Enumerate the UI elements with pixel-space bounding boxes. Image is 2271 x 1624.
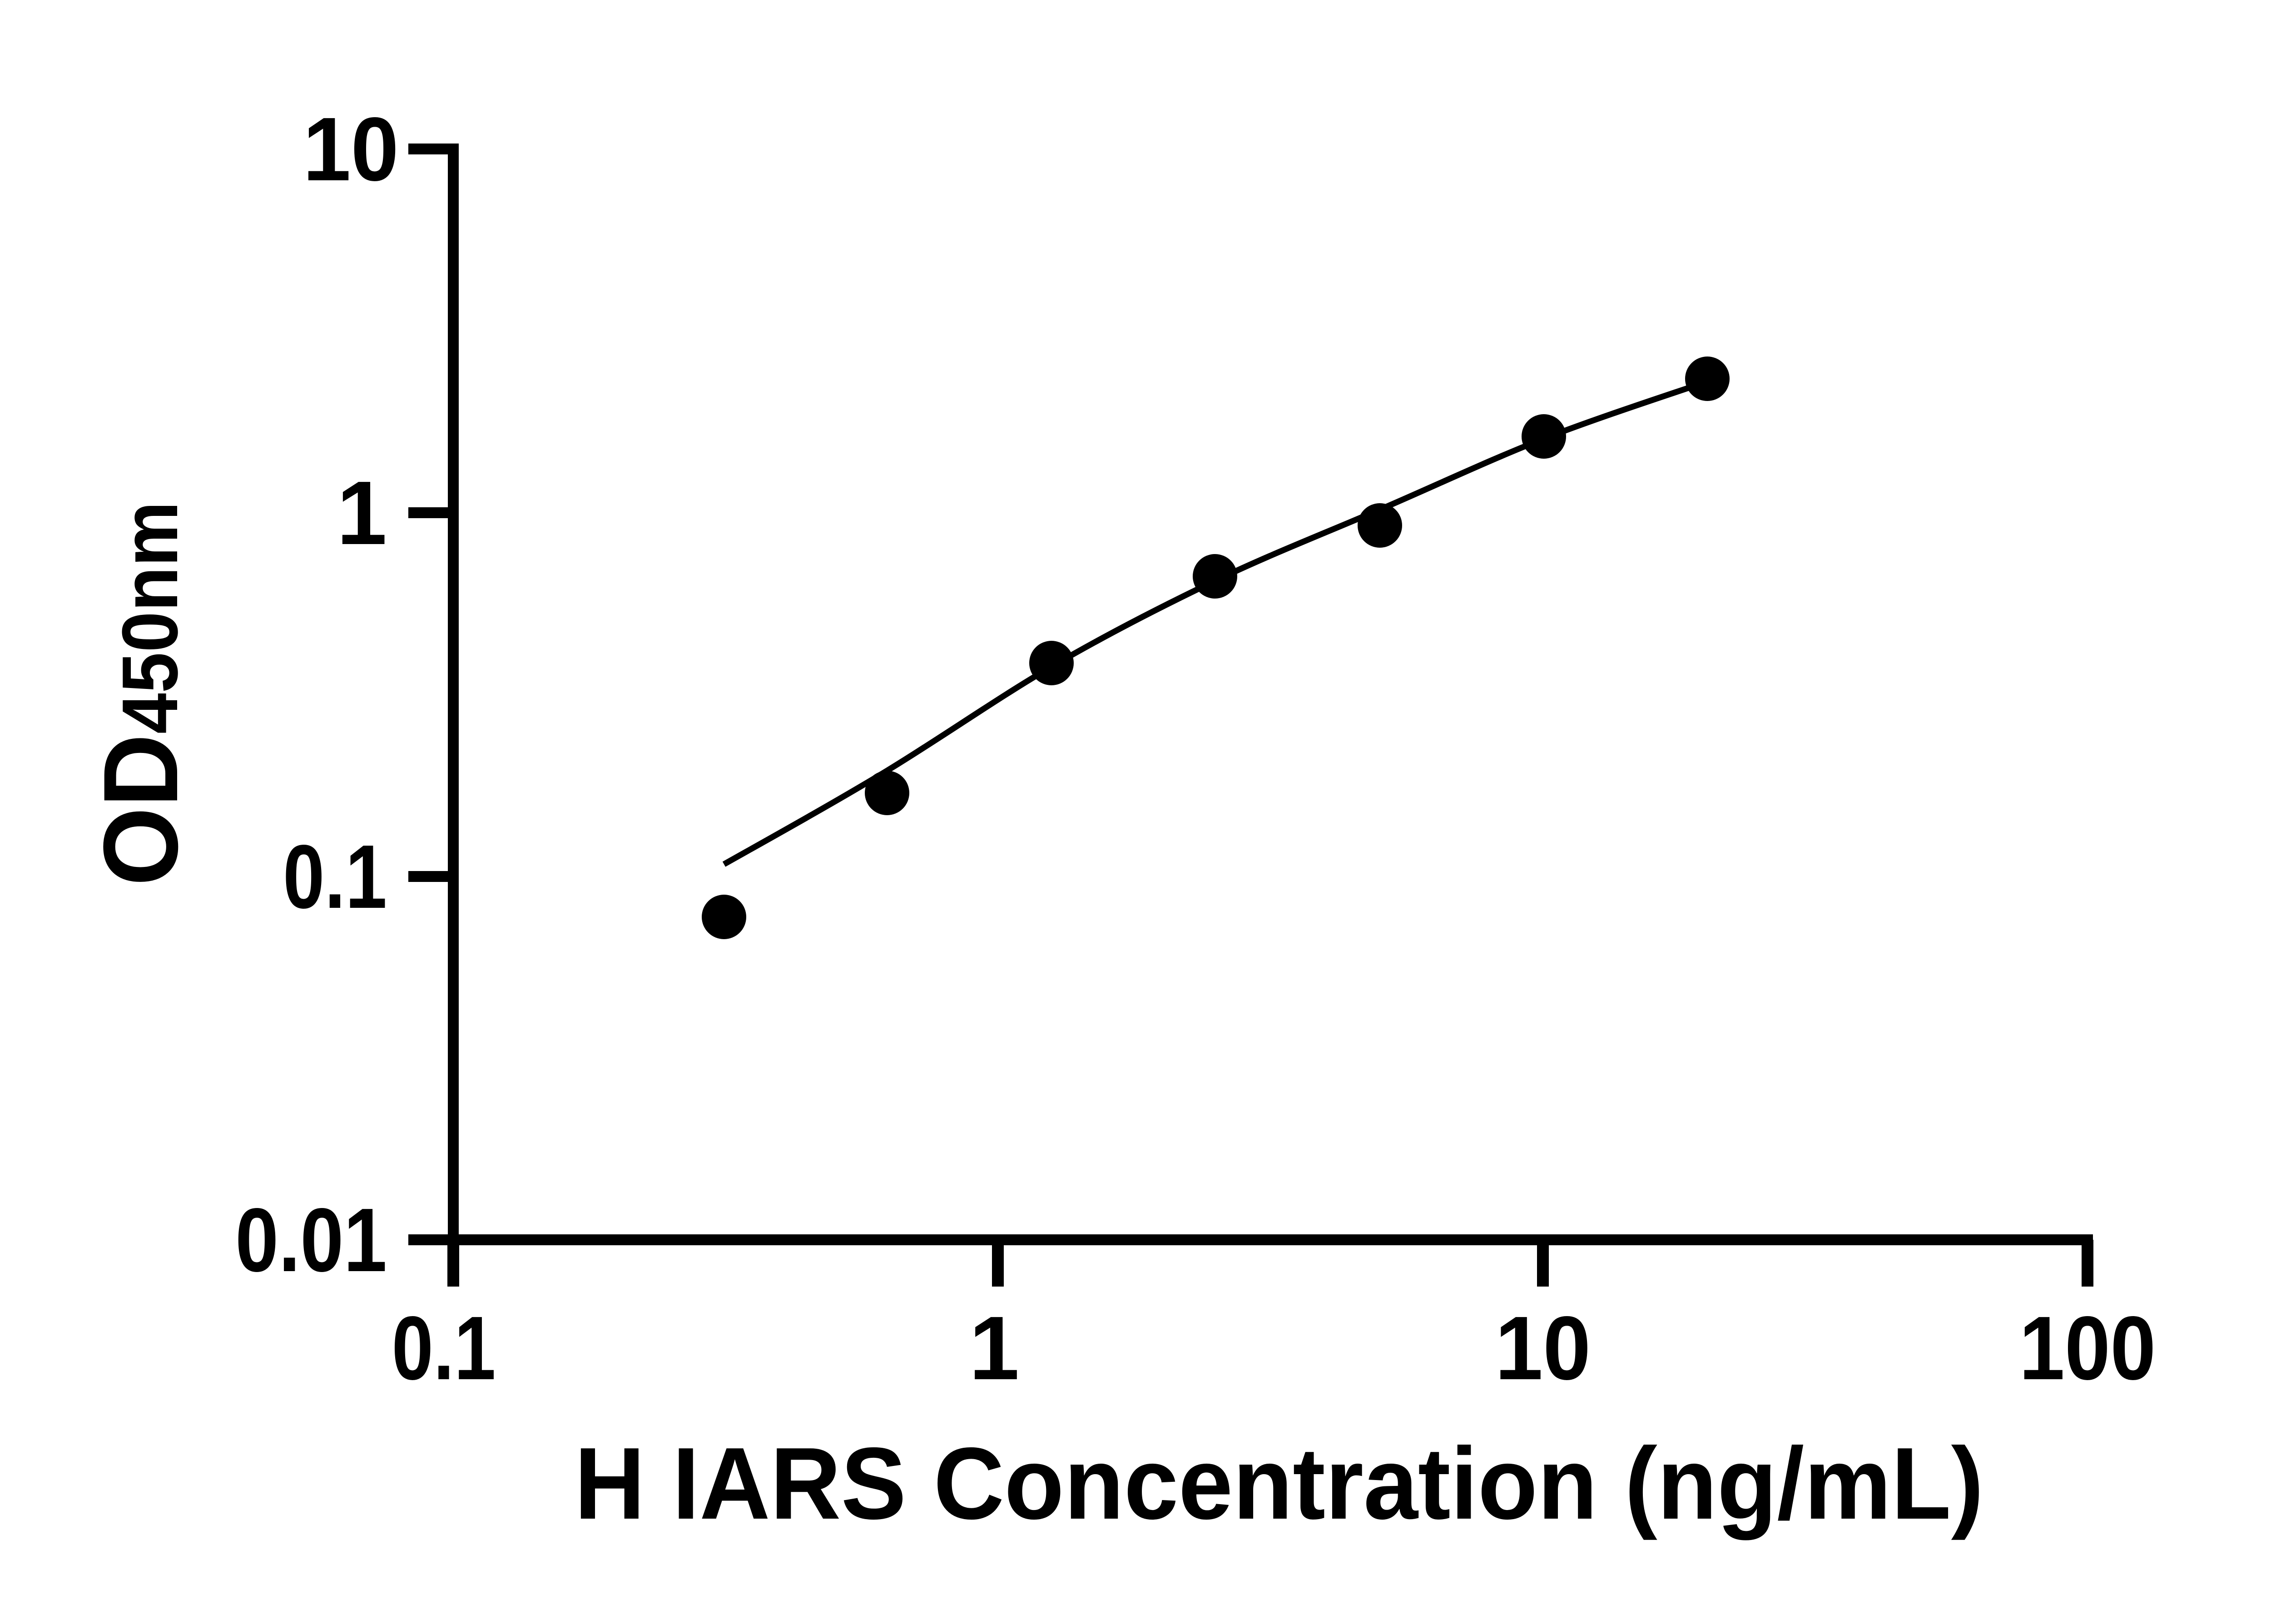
svg-text:10: 10: [1495, 1298, 1591, 1399]
svg-text:0.1: 0.1: [392, 1298, 496, 1399]
svg-text:0.01: 0.01: [235, 1190, 387, 1291]
svg-text:10: 10: [303, 99, 399, 200]
svg-text:H IARS Concentration (ng/mL): H IARS Concentration (ng/mL): [575, 1426, 1984, 1540]
svg-text:0.1: 0.1: [283, 827, 387, 927]
svg-text:1: 1: [969, 1298, 1020, 1399]
svg-text:OD450nm: OD450nm: [82, 501, 200, 886]
svg-text:1: 1: [337, 463, 387, 564]
svg-text:100: 100: [2019, 1298, 2156, 1399]
